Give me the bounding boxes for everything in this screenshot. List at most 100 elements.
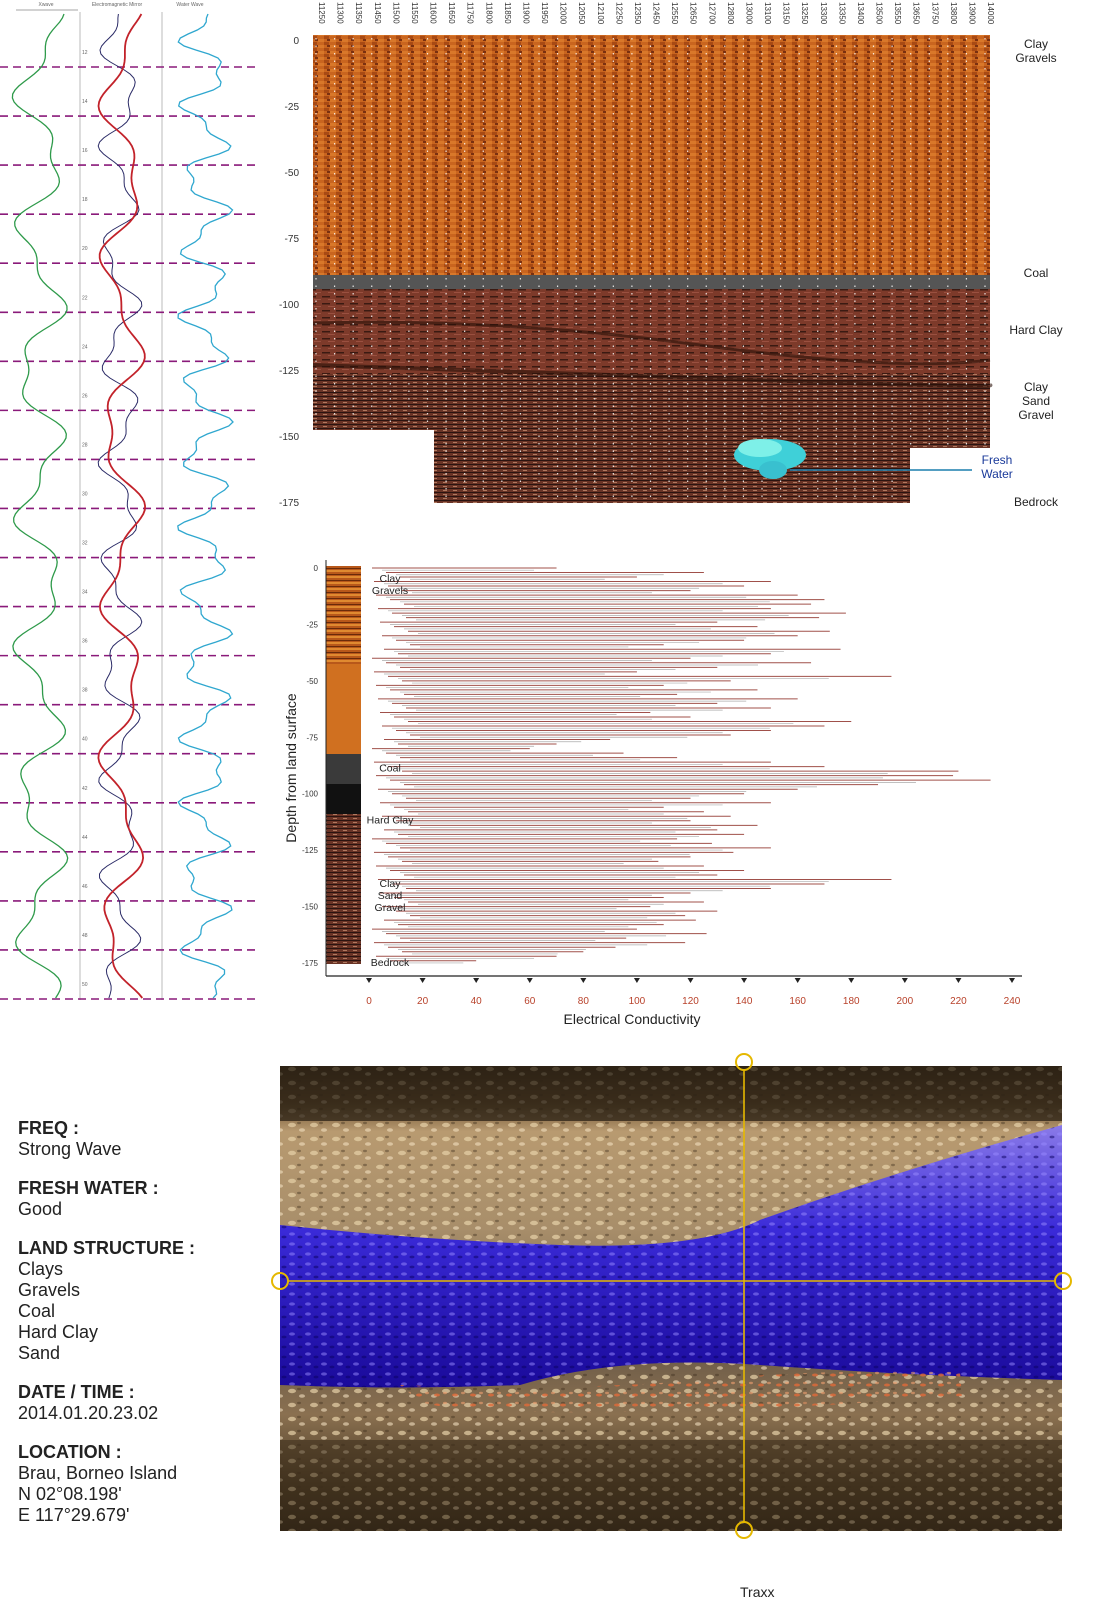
x-tick-mark bbox=[794, 978, 801, 983]
info-value: Strong Wave bbox=[18, 1139, 122, 1159]
station-labels: 11250 11300 11350 11450 11500 11550 11600 11650… bbox=[317, 2, 995, 25]
info-value: Good bbox=[18, 1199, 63, 1219]
x-tick-label: 140 bbox=[736, 996, 753, 1007]
crosshair-handle-right[interactable] bbox=[1054, 1272, 1072, 1290]
clay-gravel-layer bbox=[313, 35, 990, 275]
x-tick-mark bbox=[473, 978, 480, 983]
station-label: 13350 bbox=[837, 2, 846, 25]
station-label: 13400 bbox=[856, 2, 865, 25]
cross-section: 11250 11300 11350 11450 11500 11550 11600 11650… bbox=[279, 2, 1063, 509]
strata-column-clay-lower bbox=[326, 664, 361, 754]
chart-annotation: Sand bbox=[378, 890, 403, 902]
x-tick-label: 240 bbox=[1004, 996, 1021, 1007]
station-label: 13300 bbox=[819, 2, 828, 25]
station-label: 12450 bbox=[652, 2, 661, 25]
log-depth-label: 44 bbox=[82, 835, 88, 841]
section-depth-label: -75 bbox=[285, 234, 300, 245]
layer-label: Bedrock bbox=[1014, 495, 1059, 509]
log-header-xwave: Xwave bbox=[38, 2, 53, 8]
layer-label: Fresh bbox=[982, 453, 1013, 467]
x-tick-label: 180 bbox=[843, 996, 860, 1007]
section-depth-label: -100 bbox=[279, 300, 299, 311]
station-label: 11850 bbox=[503, 2, 512, 24]
info-value: Coal bbox=[18, 1301, 56, 1321]
station-label: 12100 bbox=[596, 2, 605, 25]
section-depth-label: -50 bbox=[285, 168, 300, 179]
x-tick-mark bbox=[419, 978, 426, 983]
station-label: 11950 bbox=[540, 2, 549, 24]
station-label: 12000 bbox=[559, 2, 568, 25]
crosshair-handle-bottom[interactable] bbox=[735, 1521, 753, 1539]
hard-clay-streak bbox=[312, 363, 993, 388]
x-tick-label: 80 bbox=[578, 996, 590, 1007]
log-depth-label: 38 bbox=[82, 688, 88, 694]
layer-label: Sand bbox=[1022, 394, 1050, 408]
station-label: 11500 bbox=[391, 2, 400, 24]
info-heading: DATE / TIME : bbox=[18, 1382, 135, 1402]
station-label: 12800 bbox=[726, 2, 735, 25]
xwave-trace bbox=[11, 13, 69, 999]
station-markers bbox=[315, 38, 986, 498]
x-tick-label: 200 bbox=[896, 996, 913, 1007]
info-value: Sand bbox=[18, 1343, 61, 1363]
strata-column-coal bbox=[326, 754, 361, 784]
x-tick-label: 40 bbox=[471, 996, 483, 1007]
em-trace-primary bbox=[97, 13, 147, 999]
x-tick-label: 220 bbox=[950, 996, 967, 1007]
log-depth-label: 16 bbox=[82, 148, 88, 154]
chart-annotation: Hard Clay bbox=[367, 815, 414, 827]
scan-bottom-dark-band bbox=[280, 1440, 1062, 1531]
y-tick-label: -125 bbox=[302, 846, 319, 855]
station-label: 12700 bbox=[707, 2, 716, 25]
station-label: 14000 bbox=[986, 2, 995, 25]
log-depth-label: 46 bbox=[82, 884, 88, 890]
info-value: Gravels bbox=[18, 1280, 81, 1300]
station-label: 13650 bbox=[912, 2, 921, 25]
log-depth-label: 30 bbox=[82, 491, 88, 497]
log-depth-ticks: 12 14 16 18 20 22 24 26 28 30 32 34 36 38 40 42 44 46 48 50 bbox=[82, 50, 88, 988]
info-heading: LAND STRUCTURE : bbox=[18, 1238, 195, 1258]
station-label: 11800 bbox=[484, 2, 493, 24]
water-wave-trace bbox=[177, 13, 234, 999]
crosshair-handle-top[interactable] bbox=[735, 1053, 753, 1071]
log-header-em: Electromagnetic Mirror bbox=[92, 2, 143, 8]
layer-label: Clay bbox=[1024, 37, 1048, 51]
chart-annotation: Coal bbox=[379, 763, 401, 775]
log-depth-label: 36 bbox=[82, 639, 88, 645]
station-label: 13500 bbox=[875, 2, 884, 25]
em-trace-secondary bbox=[97, 13, 143, 999]
log-depth-label: 24 bbox=[82, 344, 88, 350]
station-label: 11300 bbox=[336, 2, 345, 24]
station-label: 11250 bbox=[317, 2, 326, 24]
x-tick-mark bbox=[366, 978, 372, 983]
station-label: 11650 bbox=[447, 2, 456, 24]
station-label: 11350 bbox=[354, 2, 363, 24]
coal-layer bbox=[313, 275, 990, 289]
layer-label: Gravels bbox=[1015, 51, 1056, 65]
info-block: FRESH WATER : Good bbox=[18, 1178, 258, 1220]
log-depth-label: 14 bbox=[82, 99, 88, 105]
station-label: 12250 bbox=[614, 2, 623, 25]
log-header-water: Water Wave bbox=[176, 2, 203, 8]
x-tick-mark bbox=[848, 978, 855, 983]
y-axis-title: Depth from land surface bbox=[283, 693, 299, 843]
station-label: 12350 bbox=[633, 2, 642, 25]
chart-annotation: Gravels bbox=[372, 585, 408, 597]
info-block: LAND STRUCTURE : Clays Gravels Coal Hard Cla… bbox=[18, 1238, 258, 1364]
crosshair-handle-left[interactable] bbox=[271, 1272, 289, 1290]
x-tick-label: 100 bbox=[629, 996, 646, 1007]
station-label: 11750 bbox=[466, 2, 475, 24]
chart-annotation: Gravel bbox=[375, 902, 406, 914]
log-depth-label: 34 bbox=[82, 590, 88, 596]
x-axis-ticks: 0 20 40 60 80 100 120 140 160 180 200 220 240 bbox=[366, 978, 1021, 1007]
x-tick-mark bbox=[526, 978, 533, 983]
log-depth-label: 32 bbox=[82, 541, 88, 547]
layer-label: Coal bbox=[1024, 266, 1049, 280]
x-tick-mark bbox=[901, 978, 908, 983]
log-depth-label: 50 bbox=[82, 982, 88, 988]
chart-annotation: Clay bbox=[379, 573, 401, 585]
scan-top-dark-band bbox=[280, 1066, 1062, 1121]
section-depth-label: -25 bbox=[285, 102, 300, 113]
survey-info-panel: FREQ : Strong Wave FRESH WATER : Good LAND S… bbox=[18, 1118, 258, 1544]
